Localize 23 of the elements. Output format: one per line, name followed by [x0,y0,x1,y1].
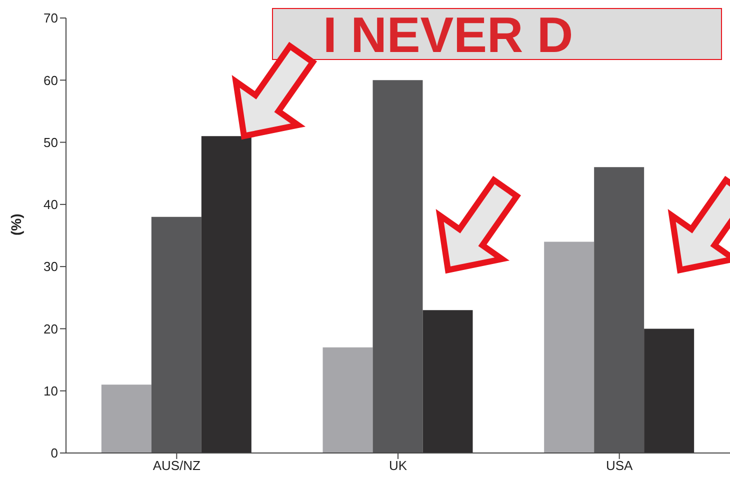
y-tick-label: 40 [44,197,58,212]
y-tick-label: 30 [44,259,58,274]
bar [544,242,594,453]
annotation: I NEVER D [323,8,574,61]
y-tick-label: 60 [44,72,58,88]
y-tick-label: 0 [50,446,58,461]
bar [372,80,423,453]
sign-panel: I NEVER D [272,8,722,60]
bar [644,328,694,453]
x-tick-label: UK [388,458,408,474]
bar [422,310,473,453]
y-tick-label: 10 [44,383,58,398]
y-axis-title: (%) [8,214,24,236]
bar [594,167,644,453]
bar [201,136,252,453]
bar [101,384,152,453]
y-tick-label: 70 [44,10,58,26]
y-tick-label: 50 [44,134,58,150]
x-tick-label: USA [606,458,634,474]
bar [151,216,202,453]
y-tick-label: 20 [44,321,58,336]
x-tick-label: AUS/NZ [152,458,201,474]
bar [322,347,373,453]
